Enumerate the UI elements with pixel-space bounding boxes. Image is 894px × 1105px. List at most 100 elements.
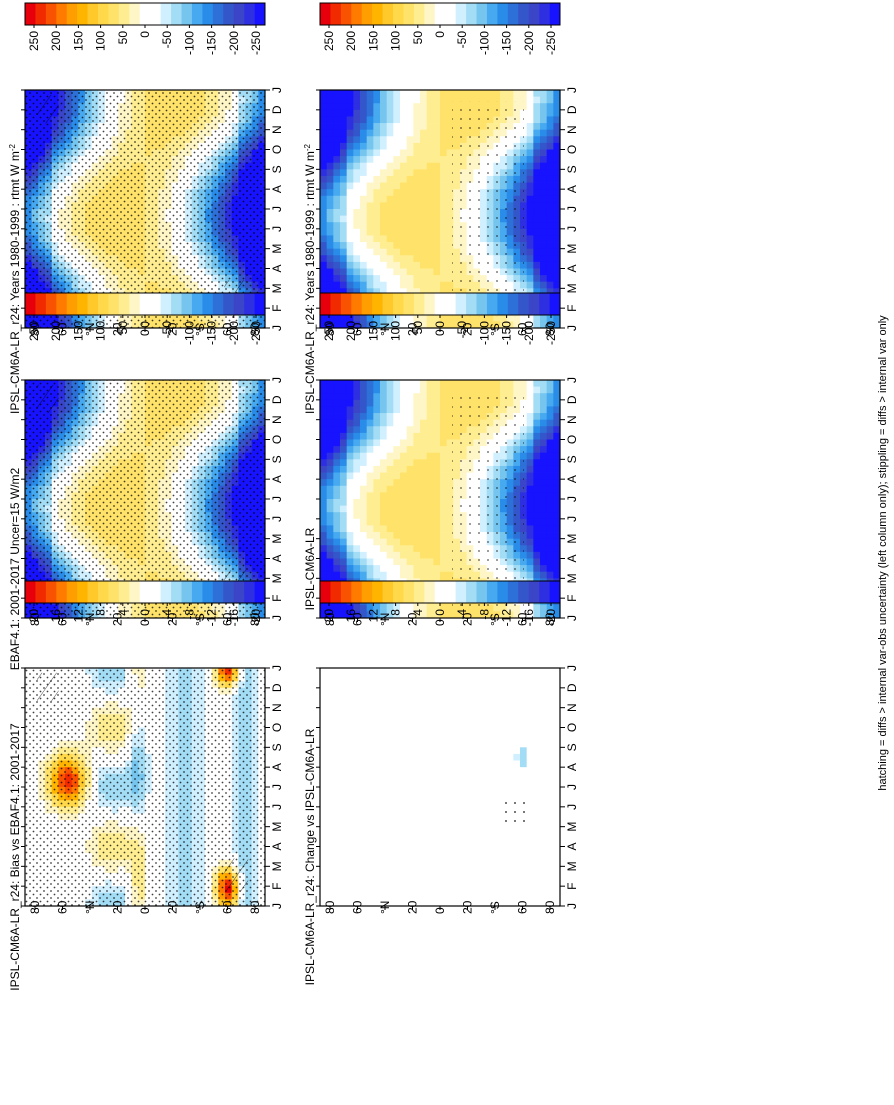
heat-cell [353,156,361,164]
heat-cell [426,222,434,230]
heat-cell [360,103,368,111]
heat-cell [346,90,354,98]
heat-cell [420,228,428,236]
heat-cell [353,209,361,217]
colorbar-label: -100 [477,31,491,55]
heat-cell [340,432,348,440]
colorbar-swatch [181,293,193,315]
heat-cell [546,288,554,296]
heat-cell [426,202,434,210]
heat-cell [486,380,494,388]
heat-cell [533,288,541,296]
heat-cell [426,268,434,276]
heat-cell [393,499,401,507]
heat-cell [326,248,334,256]
heat-cell [540,485,548,493]
heat-cell [400,175,408,183]
heat-cell [353,452,361,460]
heat-cell [380,281,388,289]
heat-cell [406,209,414,217]
month-label: J [270,226,284,232]
heat-cell [433,222,441,230]
heat-cell [540,386,548,394]
heat-cell [420,386,428,394]
heat-cell [393,321,401,329]
heat-cell [540,492,548,500]
month-label: S [565,165,579,173]
heat-cell [393,492,401,500]
heat-cell [426,215,434,223]
colorbar-swatch [56,293,68,315]
heat-cell [426,103,434,111]
heat-cell [540,103,548,111]
heat-cell [540,479,548,487]
heat-cell [540,380,548,388]
heat-cell [400,288,408,296]
heat-cell [526,175,534,183]
heat-cell [360,156,368,164]
heat-cell [340,512,348,520]
heat-cell [333,228,341,236]
panel-title-superscript: -2 [303,144,312,152]
heat-cell [500,380,508,388]
heat-cell [340,175,348,183]
heat-cell [360,485,368,493]
heat-cell [426,175,434,183]
colorbar-swatch [77,3,88,25]
heat-cell [426,162,434,170]
heat-cell [340,452,348,460]
heat-cell [366,215,374,223]
colorbar-label: 150 [71,31,85,51]
heat-cell [433,472,441,480]
heat-cell [413,472,421,480]
heat-cell [380,235,388,243]
heat-cell [380,255,388,263]
heat-cell [400,162,408,170]
heat-cell [393,109,401,117]
heat-cell [373,136,381,144]
heat-cell [446,432,454,440]
lat-label: 80 [323,322,337,336]
heat-cell [400,492,408,500]
heat-cell [533,156,541,164]
heat-cell [440,182,448,190]
heat-cell [413,465,421,473]
heat-cell [540,261,548,269]
heat-cell [533,393,541,401]
heat-cell [346,189,354,197]
heat-cell [353,505,361,513]
heat-cell [353,288,361,296]
heat-cell [380,419,388,427]
heat-cell [406,189,414,197]
heat-cell [433,492,441,500]
heat-cell [326,123,334,131]
heat-cell [393,419,401,427]
heat-cell [400,156,408,164]
heat-cell [320,465,328,473]
heat-cell [400,129,408,137]
heat-cell [406,499,414,507]
heat-cell [440,268,448,276]
heat-cell [400,386,408,394]
colorbar-swatch [181,3,193,25]
heat-cell [553,465,561,473]
heat-cell [346,169,354,177]
heat-cell [400,512,408,520]
heat-cell [460,321,468,329]
heat-cell [540,209,548,217]
heat-cell [346,472,354,480]
colorbar-swatch [191,293,203,315]
heat-cell [366,109,374,117]
colorbar-swatch [372,3,383,25]
heat-cell [320,386,328,394]
panel-title: EBAF4.1: 2001-2017 Uncer=15 W/m2 [8,467,22,670]
heat-cell [540,156,548,164]
colorbar-swatch [476,3,488,25]
heat-cell [400,149,408,157]
heat-cell [420,499,428,507]
heat-cell [333,386,341,394]
heat-cell [446,321,454,329]
heat-cell [526,103,534,111]
heat-cell [373,386,381,394]
heat-cell [353,242,361,250]
